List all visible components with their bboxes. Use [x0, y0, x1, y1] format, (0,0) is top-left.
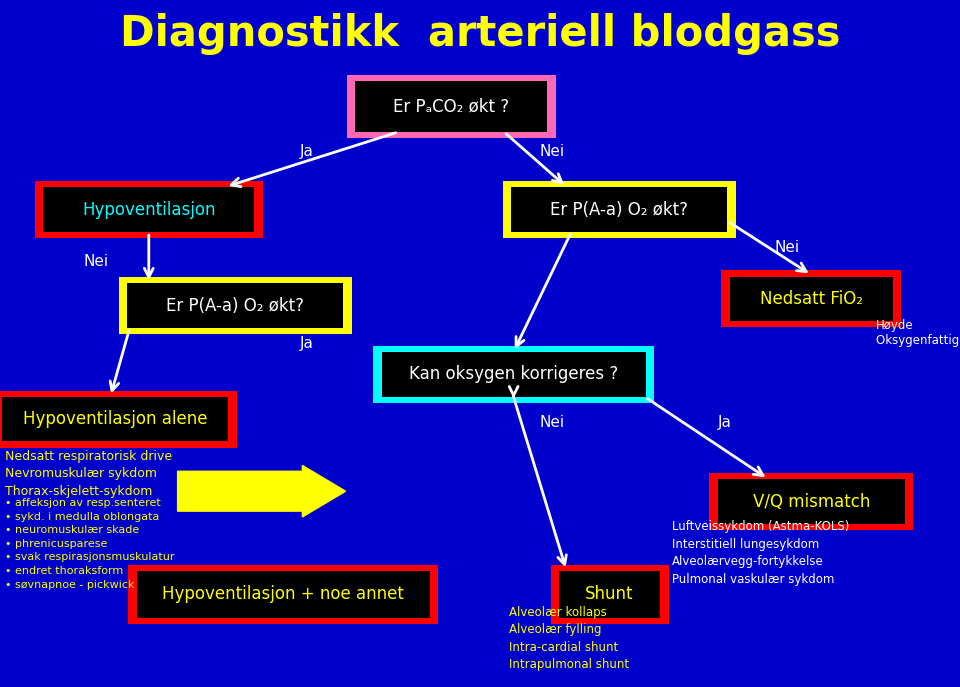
FancyBboxPatch shape	[119, 277, 351, 334]
FancyBboxPatch shape	[355, 81, 547, 132]
Text: V/Q mismatch: V/Q mismatch	[753, 493, 870, 510]
Text: Luftveissykdom (Astma-KOLS)
Interstitiell lungesykdom
Alveolærvegg-fortykkelse
P: Luftveissykdom (Astma-KOLS) Interstitiel…	[672, 520, 850, 585]
Text: Alveolær kollaps
Alveolær fylling
Intra-cardial shunt
Intrapulmonal shunt: Alveolær kollaps Alveolær fylling Intra-…	[509, 606, 629, 671]
FancyBboxPatch shape	[43, 187, 254, 232]
FancyBboxPatch shape	[0, 390, 236, 448]
Text: Shunt: Shunt	[586, 585, 634, 603]
FancyBboxPatch shape	[511, 187, 728, 232]
Text: Er P(A-a) O₂ økt?: Er P(A-a) O₂ økt?	[166, 297, 304, 315]
Text: Er PₐCO₂ økt ?: Er PₐCO₂ økt ?	[394, 98, 509, 115]
FancyBboxPatch shape	[136, 571, 430, 618]
Text: Nei: Nei	[84, 254, 108, 269]
FancyBboxPatch shape	[717, 480, 904, 523]
FancyBboxPatch shape	[3, 396, 228, 441]
Text: Hypoventilasjon: Hypoventilasjon	[82, 201, 216, 218]
Text: Ja: Ja	[300, 336, 314, 351]
Text: Hypoventilasjon alene: Hypoventilasjon alene	[23, 410, 207, 428]
Text: Nedsatt FiO₂: Nedsatt FiO₂	[759, 290, 863, 308]
FancyBboxPatch shape	[127, 283, 344, 328]
FancyBboxPatch shape	[503, 181, 735, 238]
Text: Kan oksygen korrigeres ?: Kan oksygen korrigeres ?	[409, 365, 618, 383]
FancyBboxPatch shape	[721, 271, 901, 328]
Text: Nei: Nei	[775, 240, 800, 255]
FancyBboxPatch shape	[347, 74, 556, 139]
Text: Er P(A-a) O₂ økt?: Er P(A-a) O₂ økt?	[550, 201, 688, 218]
Text: Nei: Nei	[540, 415, 564, 430]
FancyBboxPatch shape	[708, 473, 913, 530]
FancyBboxPatch shape	[382, 352, 646, 397]
Text: Ja: Ja	[718, 415, 732, 430]
Text: Hypoventilasjon + noe annet: Hypoventilasjon + noe annet	[162, 585, 404, 603]
Text: Ja: Ja	[300, 144, 314, 159]
FancyArrow shape	[178, 466, 346, 517]
Text: • affeksjon av resp.senteret
• sykd. i medulla oblongata
• neuromuskulær skade
•: • affeksjon av resp.senteret • sykd. i m…	[5, 498, 175, 589]
FancyBboxPatch shape	[730, 277, 893, 322]
Text: Høyde
Oksygenfattig luft: Høyde Oksygenfattig luft	[876, 319, 960, 347]
FancyBboxPatch shape	[372, 346, 655, 403]
FancyBboxPatch shape	[128, 565, 438, 624]
FancyBboxPatch shape	[551, 565, 668, 624]
FancyBboxPatch shape	[35, 181, 263, 238]
Text: Nei: Nei	[540, 144, 564, 159]
Text: Diagnostikk  arteriell blodgass: Diagnostikk arteriell blodgass	[120, 13, 840, 56]
Text: Nedsatt respiratorisk drive
Nevromuskulær sykdom
Thorax-skjelett-sykdom: Nedsatt respiratorisk drive Nevromuskulæ…	[5, 450, 172, 498]
FancyBboxPatch shape	[559, 571, 660, 618]
